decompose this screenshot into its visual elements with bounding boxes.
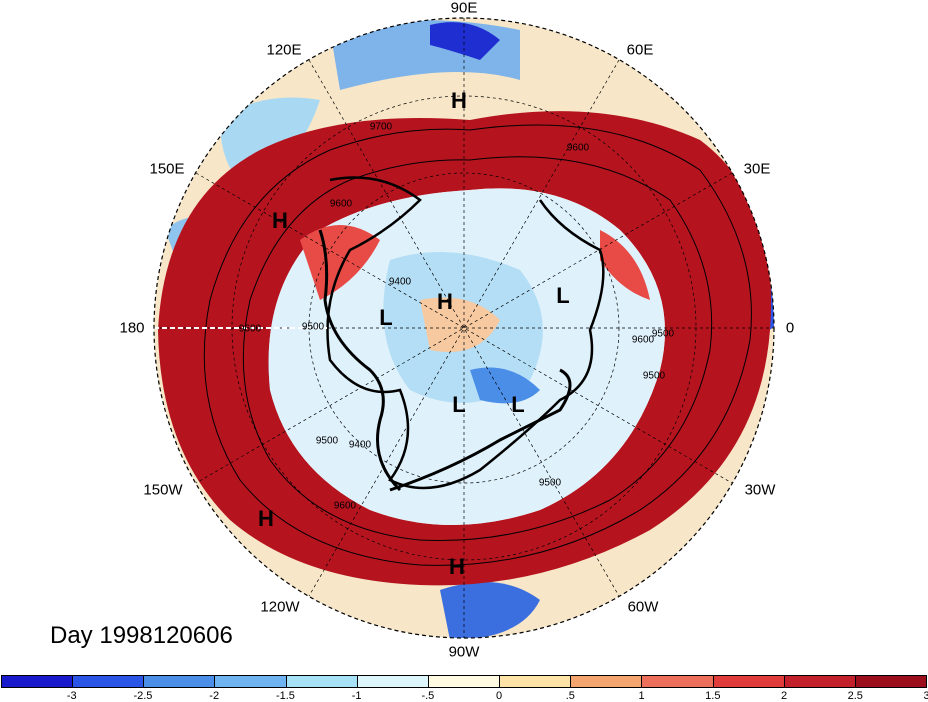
lon-label-90e: 90E (450, 0, 478, 17)
colorbar-segment (571, 676, 643, 687)
date-label: Day 1998120606 (50, 622, 233, 649)
colorbar-segment (215, 676, 287, 687)
contour-label: 9400 (388, 276, 412, 288)
colorbar-segment (713, 676, 785, 687)
high-pressure-marker: H (258, 506, 274, 531)
high-pressure-marker: H (437, 289, 453, 314)
contour-label: 9500 (538, 477, 562, 489)
colorbar-tick-label: -2.5 (133, 690, 153, 702)
low-pressure-marker: L (511, 392, 525, 417)
contour-label: 9600 (333, 500, 357, 512)
colorbar-segment (286, 676, 358, 687)
lon-label-60e: 60E (626, 41, 654, 59)
graticule (154, 18, 774, 638)
lon-label-120e: 120E (266, 41, 302, 59)
lon-label-60w: 60W (627, 598, 659, 616)
high-pressure-marker: H (449, 554, 465, 579)
lon-label-120w: 120W (260, 598, 300, 616)
colorbar-tick-label: 1 (638, 690, 645, 702)
low-pressure-marker: L (379, 305, 393, 330)
lon-label-150e: 150E (149, 160, 185, 178)
high-pressure-marker: H (272, 208, 288, 233)
colorbar (1, 675, 927, 688)
colorbar-tick-label: -2 (209, 690, 220, 702)
colorbar-tick-label: -.5 (421, 690, 435, 702)
low-pressure-marker: L (556, 283, 570, 308)
colorbar-segment (144, 676, 216, 687)
colorbar-tick-label: -1 (351, 690, 362, 702)
contour-label: 9500 (642, 370, 666, 382)
low-pressure-marker: L (452, 392, 466, 417)
map-border (153, 17, 775, 639)
contour-label: 9600 (631, 334, 655, 346)
contour-label: 9500 (315, 435, 339, 447)
colorbar-tick-label: 3 (923, 690, 928, 702)
contour-label: 9600 (238, 323, 262, 335)
colorbar-segment (642, 676, 714, 687)
colorbar-tick-label: 1.5 (705, 690, 721, 702)
colorbar-tick-label: 2.5 (847, 690, 863, 702)
contour-label: 9400 (348, 439, 372, 451)
contour-label: 9600 (566, 142, 590, 154)
lon-label-30e: 30E (743, 160, 771, 178)
contour-label: 9500 (651, 328, 675, 340)
lon-label-30w: 30W (744, 481, 776, 499)
colorbar-segment (855, 676, 927, 687)
colorbar-segment (2, 676, 74, 687)
colorbar-segment (500, 676, 572, 687)
colorbar-segment (73, 676, 145, 687)
colorbar-tick-label: 0 (496, 690, 503, 702)
colorbar-segment (428, 676, 501, 687)
colorbar-segment (784, 676, 856, 687)
lon-label-150w: 150W (143, 481, 183, 499)
lon-label-0: 0 (785, 319, 795, 337)
contour-label: 9600 (329, 198, 353, 210)
colorbar-tick-label: 2 (780, 690, 788, 702)
contour-label: 9500 (301, 321, 325, 333)
colorbar-tick-label: -3 (66, 690, 77, 702)
height-contours (203, 124, 752, 566)
colorbar-tick-label: -1.5 (275, 690, 295, 702)
colorbar-tick-label: .5 (565, 690, 575, 702)
lon-label-180: 180 (119, 319, 145, 337)
contour-label: 9700 (369, 121, 393, 133)
lon-label-90w: 90W (448, 643, 480, 661)
high-pressure-marker: H (451, 88, 467, 113)
colorbar-segment (357, 676, 429, 687)
